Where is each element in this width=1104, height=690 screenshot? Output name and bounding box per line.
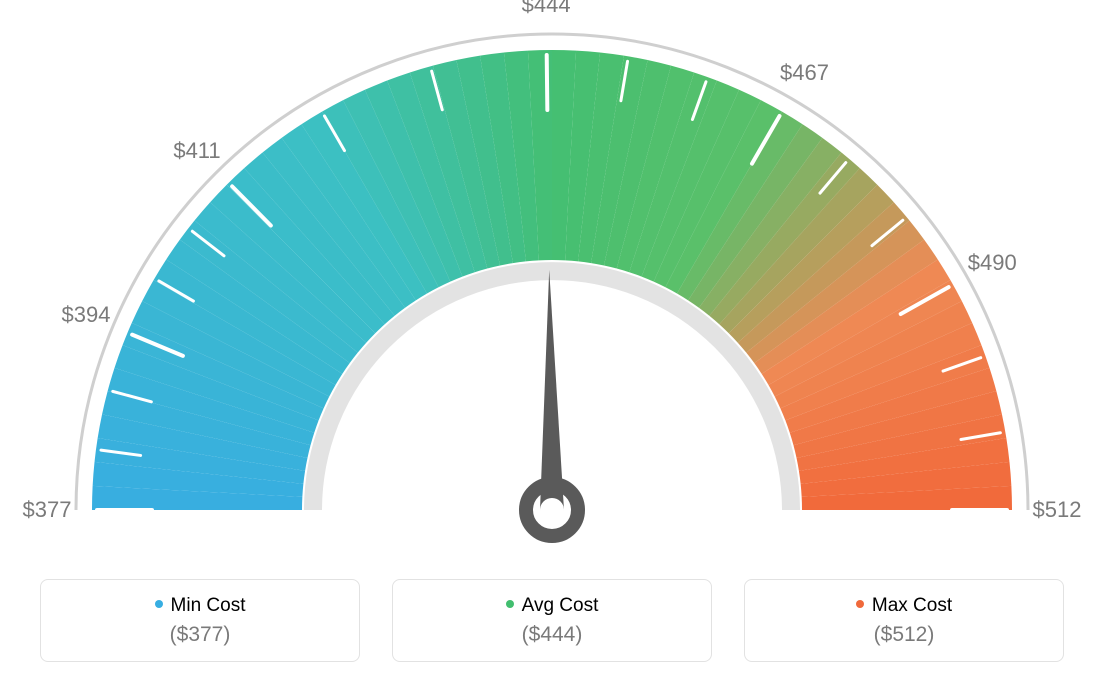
gauge-tick-label: $394	[62, 302, 111, 328]
legend-value-avg: ($444)	[405, 623, 699, 647]
legend-title-min: Min Cost	[53, 596, 347, 615]
gauge-svg	[0, 0, 1104, 560]
legend: Min Cost ($377) Avg Cost ($444) Max Cost…	[0, 579, 1104, 662]
cost-gauge: $377 $394 $411 $444 $467 $490 $512	[0, 0, 1104, 560]
gauge-tick-label: $444	[522, 0, 571, 18]
dot-icon	[155, 600, 163, 608]
dot-icon	[856, 600, 864, 608]
legend-title-avg: Avg Cost	[405, 596, 699, 615]
gauge-tick-label: $490	[968, 250, 1017, 276]
legend-card-avg: Avg Cost ($444)	[392, 579, 712, 662]
dot-icon	[506, 600, 514, 608]
gauge-tick-label: $467	[780, 60, 829, 86]
legend-title-text: Min Cost	[171, 595, 246, 616]
legend-title-text: Max Cost	[872, 595, 952, 616]
legend-title-text: Avg Cost	[522, 595, 599, 616]
legend-value-max: ($512)	[757, 623, 1051, 647]
gauge-tick-label: $377	[23, 497, 72, 523]
gauge-tick-label: $411	[173, 138, 220, 164]
legend-card-max: Max Cost ($512)	[744, 579, 1064, 662]
legend-value-min: ($377)	[53, 623, 347, 647]
legend-card-min: Min Cost ($377)	[40, 579, 360, 662]
gauge-tick-label: $512	[1033, 497, 1082, 523]
legend-title-max: Max Cost	[757, 596, 1051, 615]
